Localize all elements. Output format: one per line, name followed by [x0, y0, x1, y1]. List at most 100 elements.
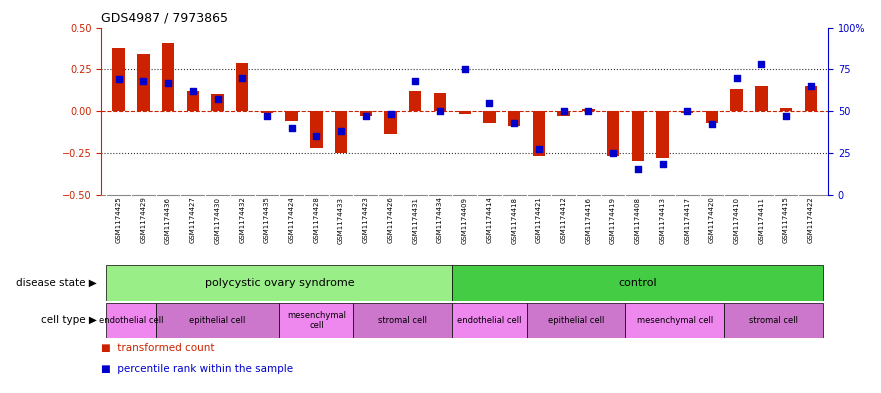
Text: GSM1174432: GSM1174432	[240, 196, 245, 244]
Text: GSM1174430: GSM1174430	[214, 196, 220, 244]
Text: GSM1174423: GSM1174423	[363, 196, 369, 244]
Bar	[285, 111, 298, 121]
Point	[631, 166, 645, 173]
Text: ■  transformed count: ■ transformed count	[101, 343, 215, 353]
Bar	[626, 303, 724, 338]
Text: cell type ▶: cell type ▶	[41, 315, 97, 325]
Bar	[187, 91, 199, 111]
Text: GSM1174418: GSM1174418	[511, 196, 517, 244]
Point	[186, 88, 200, 94]
Text: mesenchymal
cell: mesenchymal cell	[287, 310, 346, 330]
Text: GSM1174425: GSM1174425	[115, 196, 122, 243]
Text: endothelial cell: endothelial cell	[99, 316, 163, 325]
Point	[112, 76, 126, 83]
Point	[334, 128, 348, 134]
Text: stromal cell: stromal cell	[379, 316, 427, 325]
Bar	[527, 303, 626, 338]
Text: GSM1174426: GSM1174426	[388, 196, 394, 244]
Text: GSM1174435: GSM1174435	[264, 196, 270, 244]
Point	[779, 113, 793, 119]
Point	[680, 108, 694, 114]
Text: GSM1174433: GSM1174433	[338, 196, 344, 244]
Bar	[452, 303, 527, 338]
Text: disease state ▶: disease state ▶	[16, 278, 97, 288]
Point	[705, 121, 719, 127]
Point	[137, 78, 151, 84]
Point	[458, 66, 472, 72]
Text: GSM1174428: GSM1174428	[314, 196, 320, 244]
Point	[383, 111, 397, 118]
Text: ■  percentile rank within the sample: ■ percentile rank within the sample	[101, 364, 293, 375]
Text: epithelial cell: epithelial cell	[189, 316, 246, 325]
Point	[309, 133, 323, 139]
Text: endothelial cell: endothelial cell	[457, 316, 522, 325]
Text: GSM1174429: GSM1174429	[140, 196, 146, 244]
Text: GSM1174412: GSM1174412	[560, 196, 566, 244]
Bar	[804, 86, 817, 111]
Text: GSM1174416: GSM1174416	[585, 196, 591, 244]
Point	[161, 79, 175, 86]
Text: mesenchymal cell: mesenchymal cell	[637, 316, 713, 325]
Bar	[384, 111, 396, 134]
Bar	[558, 111, 570, 116]
Text: polycystic ovary syndrome: polycystic ovary syndrome	[204, 278, 354, 288]
Point	[408, 78, 422, 84]
Text: GSM1174431: GSM1174431	[412, 196, 418, 244]
Bar	[433, 93, 446, 111]
Text: GSM1174411: GSM1174411	[759, 196, 765, 244]
Point	[655, 161, 670, 167]
Text: GDS4987 / 7973865: GDS4987 / 7973865	[101, 12, 228, 25]
Text: GSM1174413: GSM1174413	[660, 196, 665, 244]
Text: GSM1174424: GSM1174424	[289, 196, 294, 243]
Text: GSM1174434: GSM1174434	[437, 196, 443, 244]
Bar	[582, 109, 595, 111]
Bar	[607, 111, 619, 156]
Bar	[107, 303, 156, 338]
Bar	[780, 108, 792, 111]
Bar	[458, 111, 471, 114]
Bar	[279, 303, 353, 338]
Bar	[113, 48, 125, 111]
Bar	[107, 265, 452, 301]
Point	[532, 146, 546, 152]
Text: GSM1174421: GSM1174421	[536, 196, 542, 244]
Text: GSM1174409: GSM1174409	[462, 196, 468, 244]
Text: epithelial cell: epithelial cell	[548, 316, 604, 325]
Bar	[359, 111, 372, 116]
Bar	[335, 111, 347, 153]
Text: stromal cell: stromal cell	[749, 316, 798, 325]
Point	[235, 74, 249, 81]
Bar	[211, 94, 224, 111]
Text: GSM1174420: GSM1174420	[709, 196, 715, 244]
Bar	[484, 111, 496, 123]
Bar	[730, 89, 743, 111]
Bar	[353, 303, 452, 338]
Point	[581, 108, 596, 114]
Text: GSM1174410: GSM1174410	[734, 196, 740, 244]
Bar	[656, 111, 669, 158]
Point	[729, 74, 744, 81]
Text: GSM1174422: GSM1174422	[808, 196, 814, 243]
Point	[557, 108, 571, 114]
Bar	[452, 265, 823, 301]
Text: GSM1174414: GSM1174414	[486, 196, 492, 244]
Bar	[310, 111, 322, 148]
Point	[211, 96, 225, 103]
Text: GSM1174419: GSM1174419	[610, 196, 616, 244]
Bar	[755, 86, 767, 111]
Bar	[156, 303, 279, 338]
Text: GSM1174417: GSM1174417	[685, 196, 690, 244]
Bar	[137, 54, 150, 111]
Point	[260, 113, 274, 119]
Point	[433, 108, 447, 114]
Bar	[632, 111, 644, 161]
Text: GSM1174408: GSM1174408	[635, 196, 640, 244]
Bar	[724, 303, 823, 338]
Point	[754, 61, 768, 67]
Bar	[508, 111, 521, 126]
Bar	[409, 91, 421, 111]
Text: control: control	[618, 278, 657, 288]
Text: GSM1174415: GSM1174415	[783, 196, 789, 244]
Point	[606, 150, 620, 156]
Bar	[261, 111, 273, 113]
